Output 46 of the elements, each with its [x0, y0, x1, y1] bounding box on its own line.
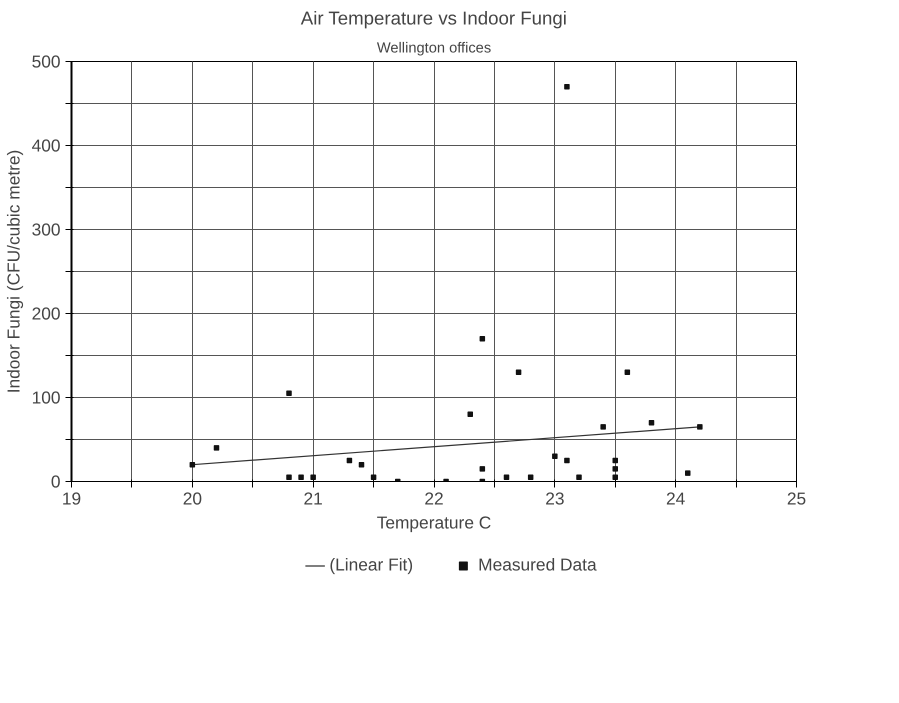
- point: [624, 370, 630, 376]
- point: [298, 474, 304, 480]
- y-axis-title: Indoor Fungi (CFU/cubic metre): [4, 150, 24, 394]
- y-tick-label: 0: [50, 472, 61, 492]
- x-tick-label: 24: [666, 488, 686, 508]
- legend-label: (Linear Fit): [329, 554, 414, 576]
- x-tick-label: 19: [62, 488, 82, 508]
- point: [504, 474, 510, 480]
- y-tick-label: 100: [32, 388, 61, 408]
- y-tick-label: 500: [32, 52, 61, 72]
- point: [685, 470, 690, 476]
- point: [552, 454, 558, 460]
- x-tick-label: 23: [545, 488, 564, 508]
- point: [516, 370, 522, 376]
- point: [612, 458, 618, 464]
- point: [480, 466, 486, 472]
- x-tick-label: 21: [304, 488, 323, 508]
- point: [600, 424, 606, 430]
- point: [370, 474, 376, 480]
- point: [346, 458, 352, 464]
- point: [214, 445, 220, 451]
- y-tick-label: 200: [32, 304, 61, 324]
- point: [358, 462, 364, 468]
- point: [576, 474, 582, 480]
- point: [612, 466, 618, 472]
- point: [286, 390, 292, 396]
- point: [310, 474, 316, 480]
- legend-label: Measured Data: [478, 554, 597, 576]
- point: [564, 458, 570, 464]
- point: [528, 474, 534, 480]
- chart-title: Air Temperature vs Indoor Fungi: [300, 8, 567, 28]
- y-tick-label: 400: [32, 136, 61, 156]
- point: [286, 474, 292, 480]
- x-tick-label: 22: [424, 488, 444, 508]
- y-tick-label: 300: [32, 220, 61, 240]
- point: [697, 424, 703, 430]
- point: [564, 84, 570, 90]
- point: [612, 474, 618, 480]
- point: [468, 412, 473, 418]
- x-axis-title: Temperature C: [376, 512, 492, 532]
- point: [480, 336, 486, 342]
- x-tick-label: 25: [786, 488, 806, 508]
- point: [648, 420, 654, 426]
- x-tick-label: 20: [182, 488, 202, 508]
- point: [190, 462, 196, 468]
- chart-subtitle: Wellington offices: [376, 40, 492, 56]
